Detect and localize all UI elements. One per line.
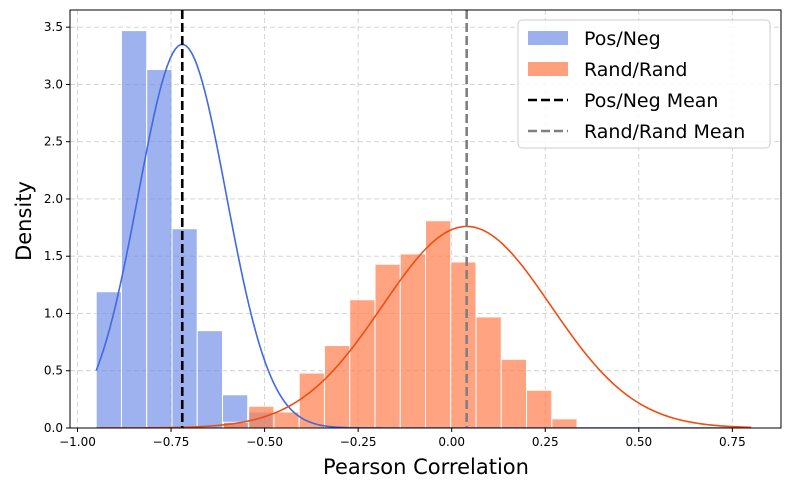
x-tick-label: 0.00 [438,435,465,449]
rand-rand-bar [349,299,376,428]
legend-box [517,19,771,149]
rand-rand-bar [323,345,351,428]
rand-rand-kde-curve [96,225,752,428]
x-tick-label: −0.25 [340,435,377,449]
rand-rand-bar [450,261,477,428]
rand-rand-bar [475,316,502,428]
x-axis-label: Pearson Correlation [323,455,529,479]
y-axis-ticks: 0.0 0.5 1.0 1.5 2.0 2.5 3.0 3.5 [44,20,70,435]
pos-neg-bar [196,330,223,428]
mean-lines [180,10,468,428]
y-tick-label: 0.5 [44,364,63,378]
pos-neg-bar [120,30,148,428]
pos-neg-bar [146,69,173,428]
y-tick-label: 1.0 [44,306,63,320]
y-tick-label: 3.5 [44,20,63,34]
kde-curves [95,43,752,428]
pos-neg-bar [171,228,198,428]
rand-rand-bar [399,253,426,428]
legend: Pos/Neg Rand/Rand Pos/Neg Mean Rand/Rand Me… [517,19,771,149]
rand-rand-bar [425,220,452,428]
legend-label: Rand/Rand Mean [584,121,745,143]
legend-label: Pos/Neg [584,28,661,50]
legend-label: Pos/Neg Mean [584,90,718,112]
rand-rand-bar [551,418,578,428]
x-tick-label: 0.25 [532,435,559,449]
x-tick-label: 0.75 [719,435,746,449]
rand-rand-bar [500,358,528,428]
rand-rand-bar [374,263,401,428]
x-axis-ticks: −1.00 −0.75 −0.50 −0.25 0.00 0.25 0.50 0.75 [59,428,746,449]
legend-swatch [528,62,568,76]
y-tick-label: 1.5 [44,249,63,263]
x-tick-label: 0.50 [625,435,652,449]
x-tick-label: −1.00 [59,435,96,449]
y-tick-label: 0.0 [44,421,63,435]
histogram-bars [95,30,578,428]
x-tick-label: −0.75 [153,435,190,449]
legend-label: Rand/Rand [584,59,687,81]
y-tick-label: 3.0 [44,77,63,91]
legend-swatch [528,31,568,45]
plot-frame [69,9,782,429]
y-axis-label: Density [12,181,36,261]
rand-rand-bar [526,389,553,428]
pos-neg-kde-curve [95,43,752,428]
y-tick-label: 2.0 [44,192,63,206]
x-tick-label: −0.50 [246,435,283,449]
y-tick-label: 2.5 [44,135,63,149]
